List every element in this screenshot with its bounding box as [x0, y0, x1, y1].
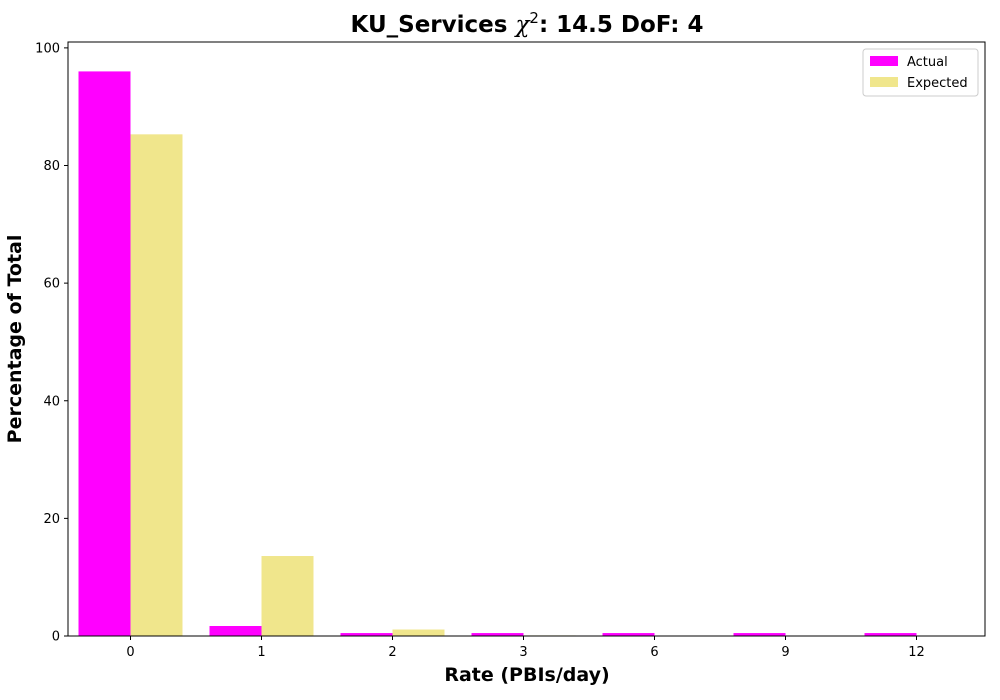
x-tick-label-0: 0 [126, 645, 134, 660]
bars-group [78, 71, 917, 636]
x-tick-label-9: 9 [781, 645, 789, 660]
bar-actual-6 [602, 633, 655, 636]
legend: Actual Expected [862, 48, 979, 97]
y-tick-label-60: 60 [43, 277, 60, 292]
legend-label-actual: Actual [907, 55, 948, 70]
bar-actual-12 [864, 633, 917, 636]
y-tick-label-100: 100 [35, 41, 60, 56]
y-axis-label: Percentage of Total [4, 235, 26, 444]
x-tick-label-3: 3 [519, 645, 527, 660]
chart-title: KU_Services χ2: 14.5 DoF: 4 [351, 9, 704, 38]
legend-label-expected: Expected [907, 76, 968, 91]
y-tick-label-80: 80 [43, 159, 60, 174]
x-tick-label-12: 12 [908, 645, 925, 660]
legend-swatch-actual [870, 56, 898, 66]
bar-expected-2 [392, 629, 445, 636]
bar-actual-0 [78, 71, 131, 636]
bar-actual-9 [733, 633, 786, 636]
y-tick-label-20: 20 [43, 512, 60, 527]
x-tick-label-2: 2 [388, 645, 396, 660]
x-tick-label-6: 6 [650, 645, 658, 660]
y-tick-label-0: 0 [52, 630, 60, 645]
legend-swatch-expected [870, 77, 898, 87]
bar-actual-3 [471, 633, 524, 636]
bar-expected-0 [130, 134, 183, 636]
x-axis-label: Rate (PBIs/day) [444, 664, 609, 686]
x-axis: 0 1 2 3 6 9 12 [126, 636, 925, 660]
bar-actual-2 [340, 633, 393, 636]
y-tick-label-40: 40 [43, 394, 60, 409]
x-tick-label-1: 1 [257, 645, 265, 660]
y-axis: 0 20 40 60 80 100 [35, 41, 68, 645]
bar-expected-1 [261, 556, 314, 636]
bar-actual-1 [209, 626, 262, 636]
plot-frame [67, 41, 986, 637]
